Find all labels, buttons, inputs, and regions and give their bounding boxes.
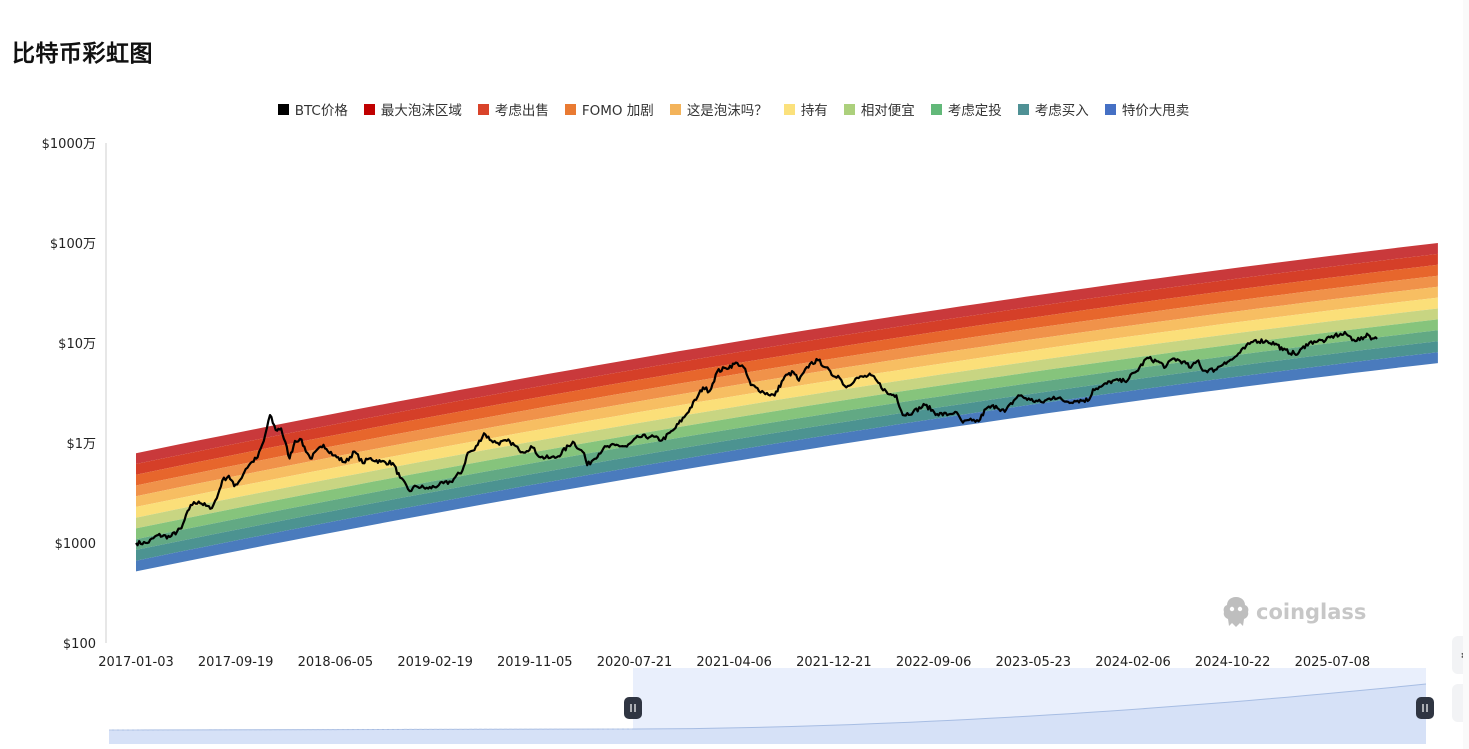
btc-price-layer (135, 330, 1378, 547)
btc-price-line (135, 330, 1378, 547)
zoom-handle[interactable] (1416, 697, 1434, 719)
x-tick-label: 2018-06-05 (298, 655, 374, 670)
legend-item[interactable]: BTC价格 (277, 98, 348, 120)
zoom-handle[interactable] (624, 697, 642, 719)
x-tick-label: 2017-01-03 (98, 655, 174, 670)
x-tick-label: 2024-10-22 (1195, 655, 1271, 670)
rainbow-band (136, 253, 1438, 475)
page-scrollbar[interactable] (1463, 0, 1469, 749)
x-tick-label: 2021-12-21 (796, 655, 872, 670)
legend-item[interactable]: 考虑出售 (477, 98, 549, 120)
rainbow-band (136, 330, 1438, 550)
x-tick-label: 2019-11-05 (497, 655, 573, 670)
y-tick-label: $100 (63, 637, 96, 652)
legend-item[interactable]: 考虑定投 (930, 98, 1002, 120)
zoom-mini-area (109, 684, 1426, 744)
legend-label: 考虑定投 (947, 103, 1002, 119)
legend-swatch (930, 103, 942, 115)
rainbow-band (136, 341, 1438, 561)
legend-item[interactable]: 最大泡沫区域 (363, 98, 462, 120)
legend-item[interactable]: 相对便宜 (843, 98, 915, 120)
legend-swatch (1017, 103, 1029, 115)
legend-item[interactable]: 特价大甩卖 (1104, 98, 1190, 120)
rainbow-band (136, 319, 1438, 540)
legend-swatch (1104, 103, 1116, 115)
rainbow-band (136, 352, 1438, 572)
legend-label: 持有 (800, 103, 828, 119)
x-tick-label: 2025-07-08 (1295, 655, 1371, 670)
zoom-slider[interactable] (108, 668, 1434, 744)
rainbow-band (136, 275, 1438, 497)
y-tick-label: $1000 (55, 537, 96, 552)
y-tick-label: $10万 (58, 337, 96, 352)
legend-label: 考虑出售 (494, 103, 549, 119)
zoom-mini-line (108, 683, 1427, 731)
x-tick-label: 2019-02-19 (397, 655, 473, 670)
x-tick-label: 2017-09-19 (198, 655, 274, 670)
legend-swatch (564, 103, 576, 115)
legend-label: 最大泡沫区域 (380, 103, 462, 119)
coinglass-watermark: coinglass (1222, 596, 1366, 628)
legend-label: 特价大甩卖 (1121, 103, 1190, 119)
x-tick-label: 2024-02-06 (1095, 655, 1171, 670)
legend-label: 这是泡沫吗？ (686, 103, 768, 119)
legend-swatch (783, 103, 795, 115)
x-tick-label: 2020-07-21 (597, 655, 673, 670)
legend-label: 考虑买入 (1034, 103, 1089, 119)
y-tick-label: $1000万 (42, 137, 96, 152)
legend-item[interactable]: 持有 (783, 98, 828, 120)
rainbow-band (136, 264, 1438, 486)
x-tick-label: 2023-05-23 (996, 655, 1072, 670)
rainbow-band (136, 243, 1438, 464)
legend-item[interactable]: FOMO 加剧 (564, 98, 654, 120)
legend-items: BTC价格 最大泡沫区域 考虑出售 FOMO 加剧 这是泡沫吗？ 持有 相对便宜 考虑定投 考虑… (277, 98, 1190, 120)
rainbow-band (136, 286, 1438, 507)
legend-item[interactable]: 这是泡沫吗？ (669, 98, 768, 120)
rainbow-band (136, 297, 1438, 518)
zoom-mini-baseline (108, 728, 634, 731)
legend-label: 相对便宜 (860, 103, 915, 119)
legend-label: FOMO 加剧 (581, 103, 654, 119)
y-tick-label: $100万 (50, 237, 96, 252)
rainbow-bands (136, 243, 1438, 572)
x-tick-label: 2021-04-06 (696, 655, 772, 670)
legend-swatch (843, 103, 855, 115)
legend-swatch (277, 103, 289, 115)
rainbow-band (136, 308, 1438, 529)
x-tick-label: 2022-09-06 (896, 655, 972, 670)
watermark-text: coinglass (1256, 600, 1367, 624)
y-tick-label: $1万 (66, 437, 96, 452)
legend-label: BTC价格 (294, 103, 348, 119)
legend-item[interactable]: 考虑买入 (1017, 98, 1089, 120)
legend-swatch (477, 103, 489, 115)
legend-swatch (363, 103, 375, 115)
coinglass-logo-icon (1223, 597, 1249, 627)
legend: BTC价格 最大泡沫区域 考虑出售 FOMO 加剧 这是泡沫吗？ 持有 相对便宜 考虑定投 考虑… (0, 98, 1469, 120)
page-title: 比特币彩虹图 (12, 41, 153, 67)
legend-swatch (669, 103, 681, 115)
